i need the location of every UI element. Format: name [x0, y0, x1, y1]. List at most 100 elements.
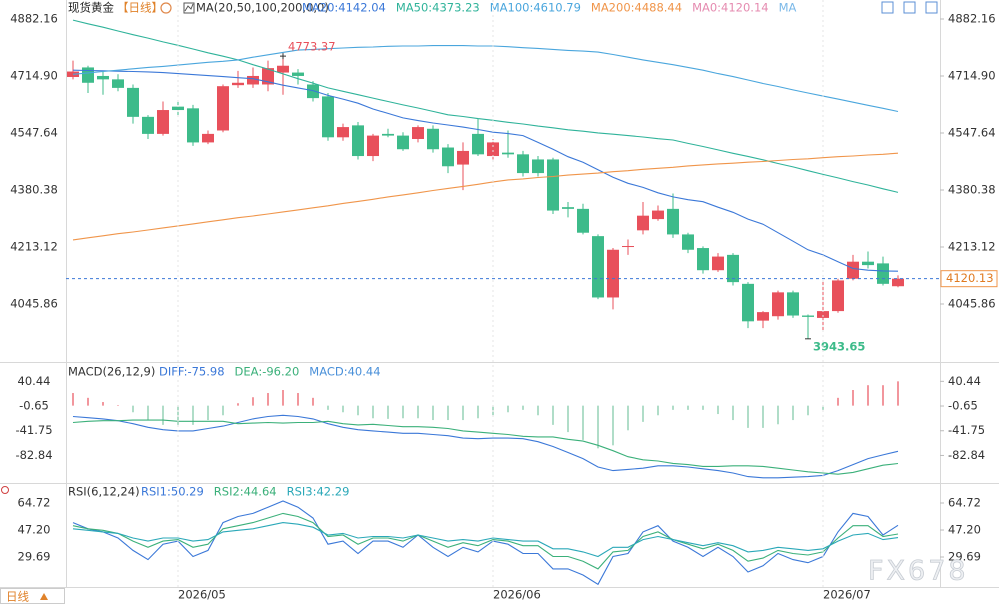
candle-body — [442, 147, 454, 167]
tool-button[interactable] — [903, 1, 916, 14]
indicator-line — [72, 69, 899, 272]
legend-item: RSI2:44.64 — [214, 485, 277, 499]
watermark: FX678 — [868, 556, 969, 587]
candle-body — [142, 116, 154, 134]
high-marker — [280, 53, 286, 60]
indicator-line — [72, 45, 899, 113]
y-tick-label: 4213.12 — [10, 239, 58, 253]
legend-item: DEA:-96.20 — [235, 365, 300, 379]
dropdown-arrow[interactable] — [40, 593, 48, 600]
candle-body — [412, 127, 424, 140]
candle-body — [292, 72, 304, 76]
settings-icon[interactable] — [160, 2, 172, 14]
candle-body — [352, 125, 364, 157]
indicator-line — [72, 512, 899, 570]
candle-body — [382, 133, 394, 136]
legend-item: MA100:4610.79 — [490, 1, 581, 15]
high-annotation: 4773.37 — [288, 40, 336, 54]
candle-body — [277, 65, 289, 73]
candle-body — [562, 207, 574, 209]
y-tick-label: 4045.86 — [948, 296, 996, 310]
candle-body — [187, 108, 199, 143]
x-tick-label: 2026/07 — [823, 588, 871, 602]
candle-body — [787, 292, 799, 316]
indicator-line — [72, 19, 899, 193]
y-tick-label: -0.65 — [948, 399, 978, 413]
y-tick-label: 64.72 — [948, 496, 981, 510]
candle-body — [337, 127, 349, 138]
legend-item: MA200:4488.44 — [591, 1, 682, 15]
candle-body — [682, 234, 694, 250]
indicator-line — [72, 419, 899, 475]
y-tick-label: 4045.86 — [10, 296, 58, 310]
candle-body — [622, 246, 634, 248]
last-price-box — [940, 270, 998, 288]
indicator-icon — [184, 3, 194, 12]
y-tick-label: 4547.64 — [948, 125, 996, 139]
candle-body — [802, 315, 814, 317]
y-tick-label: 4380.38 — [948, 182, 996, 196]
indicator-line — [72, 414, 899, 479]
y-tick-label: 40.44 — [948, 374, 981, 388]
candle-body — [772, 292, 784, 317]
period-label[interactable]: 日线 — [6, 590, 29, 604]
candle-body — [607, 249, 619, 298]
y-tick-label: -0.65 — [19, 399, 49, 413]
candle-body — [112, 79, 124, 88]
candle-body — [592, 236, 604, 298]
indicator-line — [72, 500, 899, 586]
legend-item: RSI1:50.29 — [141, 485, 204, 499]
legend-item: MA0:4120.14 — [692, 1, 769, 15]
candle-body — [577, 208, 589, 233]
candle-body — [472, 133, 484, 155]
legend-item: MA20:4142.04 — [302, 1, 386, 15]
candle-body — [667, 208, 679, 235]
candle-body — [877, 263, 889, 284]
legend-item: RSI3:42.29 — [287, 485, 350, 499]
candle-body — [487, 142, 499, 157]
candle-body — [697, 248, 709, 271]
tool-button[interactable] — [881, 1, 894, 14]
legend-item: MA50:4373.23 — [396, 1, 480, 15]
chart-subtitle: MA(20,50,100,200,0,0) — [196, 1, 329, 15]
indicator-icon[interactable] — [183, 2, 195, 14]
legend-item: MACD:40.44 — [309, 365, 380, 379]
indicator-line — [72, 522, 899, 558]
candle-body — [652, 210, 664, 220]
legend-item: DIFF:-75.98 — [159, 365, 225, 379]
x-tick-label: 2026/06 — [493, 588, 541, 602]
tool-button[interactable] — [925, 1, 938, 14]
candle-body — [457, 150, 469, 165]
y-tick-label: -41.75 — [948, 423, 985, 437]
candle-body — [322, 96, 334, 138]
panel-title: MACD(26,12,9) — [68, 365, 155, 379]
indicator-line — [72, 152, 899, 241]
period-label: 【日线】 — [117, 1, 163, 15]
candle-body — [367, 135, 379, 157]
y-tick-label: -82.84 — [15, 448, 52, 462]
y-tick-label: 4882.16 — [948, 11, 996, 25]
candle-body — [892, 278, 904, 287]
candle-body — [862, 261, 874, 266]
y-tick-label: 29.69 — [18, 550, 51, 564]
candle-body — [502, 152, 514, 155]
candle-body — [157, 110, 169, 134]
candle-body — [847, 261, 859, 279]
candle-body — [757, 312, 769, 321]
candle-body — [172, 106, 184, 111]
x-tick-label: 2026/05 — [178, 588, 226, 602]
candle-body — [397, 135, 409, 150]
y-tick-label: 4882.16 — [10, 11, 58, 25]
candle-body — [712, 256, 724, 271]
y-tick-label: -82.84 — [948, 448, 985, 462]
candle-body — [262, 68, 274, 85]
last-price-label: 4120.13 — [946, 271, 994, 285]
y-tick-label: 4714.90 — [10, 68, 58, 82]
candle-body — [232, 82, 244, 86]
y-tick-label: 4213.12 — [948, 239, 996, 253]
y-tick-label: 40.44 — [18, 374, 51, 388]
settings-icon[interactable] — [1, 486, 9, 494]
legend-item: MA — [779, 1, 797, 15]
candle-body — [82, 67, 94, 83]
